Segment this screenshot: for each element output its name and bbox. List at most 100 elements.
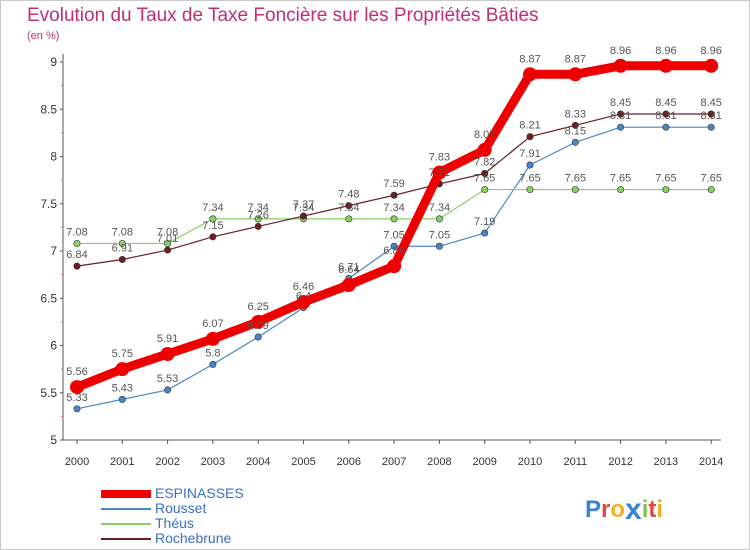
- data-label-espinasses: 8.96: [610, 45, 631, 57]
- data-label-espinasses: 5.56: [66, 366, 87, 378]
- x-tick-label: 2008: [427, 456, 451, 468]
- logo-letter: o: [610, 496, 626, 523]
- data-point-espinasses: [341, 278, 356, 293]
- proxiti-logo: Proxiti: [585, 491, 663, 526]
- data-label-rochebrune: 7.59: [383, 178, 404, 190]
- data-point-rousset: [526, 161, 534, 169]
- data-label-rousset: 7.05: [383, 229, 404, 241]
- data-point-rochebrune: [345, 202, 353, 210]
- x-tick-label: 2009: [472, 456, 496, 468]
- data-label-rousset: 8.15: [565, 125, 586, 137]
- data-label-rousset: 5.43: [112, 382, 133, 394]
- data-label-rochebrune: 8.33: [565, 108, 586, 120]
- data-point-rochebrune: [390, 191, 398, 199]
- data-point-rousset: [707, 123, 715, 131]
- data-label-rochebrune: 7.37: [293, 199, 314, 211]
- data-label-theus: 7.34: [293, 202, 314, 214]
- data-point-espinasses: [70, 380, 84, 395]
- data-label-theus: 7.65: [700, 173, 721, 185]
- y-tick-label: 8.5: [40, 102, 57, 116]
- data-label-theus: 7.65: [610, 173, 631, 185]
- data-point-espinasses: [160, 347, 175, 362]
- data-point-espinasses: [432, 165, 447, 180]
- data-label-rousset: 7.05: [429, 229, 450, 241]
- legend-swatch-rochebrune: [101, 538, 151, 540]
- data-point-rochebrune: [254, 222, 262, 230]
- data-label-espinasses: 8.07: [474, 129, 495, 141]
- y-tick-label: 7.5: [40, 197, 57, 211]
- y-tick-label: 6: [50, 339, 57, 353]
- data-point-rousset: [164, 386, 172, 394]
- data-point-espinasses: [387, 259, 402, 274]
- data-label-rochebrune: 7.48: [338, 189, 359, 201]
- data-point-rochebrune: [571, 121, 579, 129]
- data-label-espinasses: 7.83: [429, 152, 450, 164]
- data-label-rousset: 8.31: [655, 110, 676, 122]
- y-tick-label: 5.5: [40, 386, 57, 400]
- data-point-theus: [118, 239, 126, 247]
- legend-swatch-espinasses: [101, 490, 151, 498]
- data-label-rousset: 8.31: [700, 110, 721, 122]
- data-label-theus: 7.65: [519, 173, 540, 185]
- logo-letter: i: [641, 496, 649, 523]
- data-label-rousset: 5.33: [66, 392, 87, 404]
- data-point-theus: [481, 186, 489, 194]
- legend-swatch-rousset: [101, 508, 151, 510]
- data-label-rousset: 5.53: [157, 373, 178, 385]
- data-point-rochebrune: [299, 212, 307, 220]
- data-point-theus: [526, 186, 534, 194]
- data-point-rochebrune: [164, 246, 172, 254]
- data-label-espinasses: 8.87: [519, 53, 540, 65]
- data-point-rochebrune: [707, 110, 715, 118]
- data-point-theus: [209, 215, 217, 223]
- x-tick-label: 2010: [518, 456, 542, 468]
- data-point-theus: [662, 186, 670, 194]
- logo-letter: P: [585, 496, 602, 523]
- data-point-rousset: [617, 123, 625, 131]
- legend-label-espinasses: ESPINASSES: [155, 485, 244, 501]
- data-point-rousset: [481, 229, 489, 237]
- data-point-theus: [617, 186, 625, 194]
- data-point-theus: [254, 215, 262, 223]
- x-tick-label: 2011: [563, 456, 587, 468]
- data-point-espinasses: [704, 58, 719, 73]
- data-point-espinasses: [205, 331, 220, 346]
- legend-label-rochebrune: Rochebrune: [155, 530, 232, 546]
- data-point-rochebrune: [118, 256, 126, 264]
- data-label-rousset: 6.09: [247, 320, 268, 332]
- data-label-espinasses: 5.91: [157, 333, 178, 345]
- x-tick-label: 2014: [699, 456, 723, 468]
- data-label-rochebrune: 7.01: [157, 233, 178, 245]
- data-label-espinasses: 6.25: [247, 301, 268, 313]
- y-tick-label: 7: [50, 244, 57, 258]
- y-tick-label: 6.5: [40, 291, 57, 305]
- logo-letter: t: [648, 496, 657, 523]
- data-label-rousset: 6.4: [296, 291, 311, 303]
- data-label-espinasses: 6.46: [293, 281, 314, 293]
- data-label-theus: 7.34: [202, 202, 223, 214]
- x-tick-label: 2002: [155, 456, 179, 468]
- data-point-rochebrune: [526, 133, 534, 141]
- x-tick-label: 2000: [65, 456, 89, 468]
- data-label-rochebrune: 7.82: [474, 157, 495, 169]
- data-point-espinasses: [568, 67, 583, 82]
- data-label-rousset: 7.91: [519, 148, 540, 160]
- data-point-theus: [73, 239, 81, 247]
- x-tick-label: 2005: [291, 456, 315, 468]
- data-label-theus: 7.34: [338, 202, 359, 214]
- chart-title: Evolution du Taux de Taxe Foncière sur l…: [27, 5, 539, 26]
- data-point-rousset: [390, 242, 398, 250]
- data-label-espinasses: 6.84: [383, 245, 404, 257]
- data-point-rochebrune: [662, 110, 670, 118]
- data-label-rochebrune: 8.45: [700, 97, 721, 109]
- data-label-rochebrune: 6.91: [112, 243, 133, 255]
- data-label-theus: 7.34: [247, 202, 268, 214]
- data-point-rousset: [118, 395, 126, 403]
- x-tick-label: 2013: [654, 456, 678, 468]
- x-tick-label: 2007: [382, 456, 406, 468]
- x-tick-label: 2006: [337, 456, 361, 468]
- x-tick-label: 2001: [110, 456, 134, 468]
- data-label-espinasses: 6.07: [202, 318, 223, 330]
